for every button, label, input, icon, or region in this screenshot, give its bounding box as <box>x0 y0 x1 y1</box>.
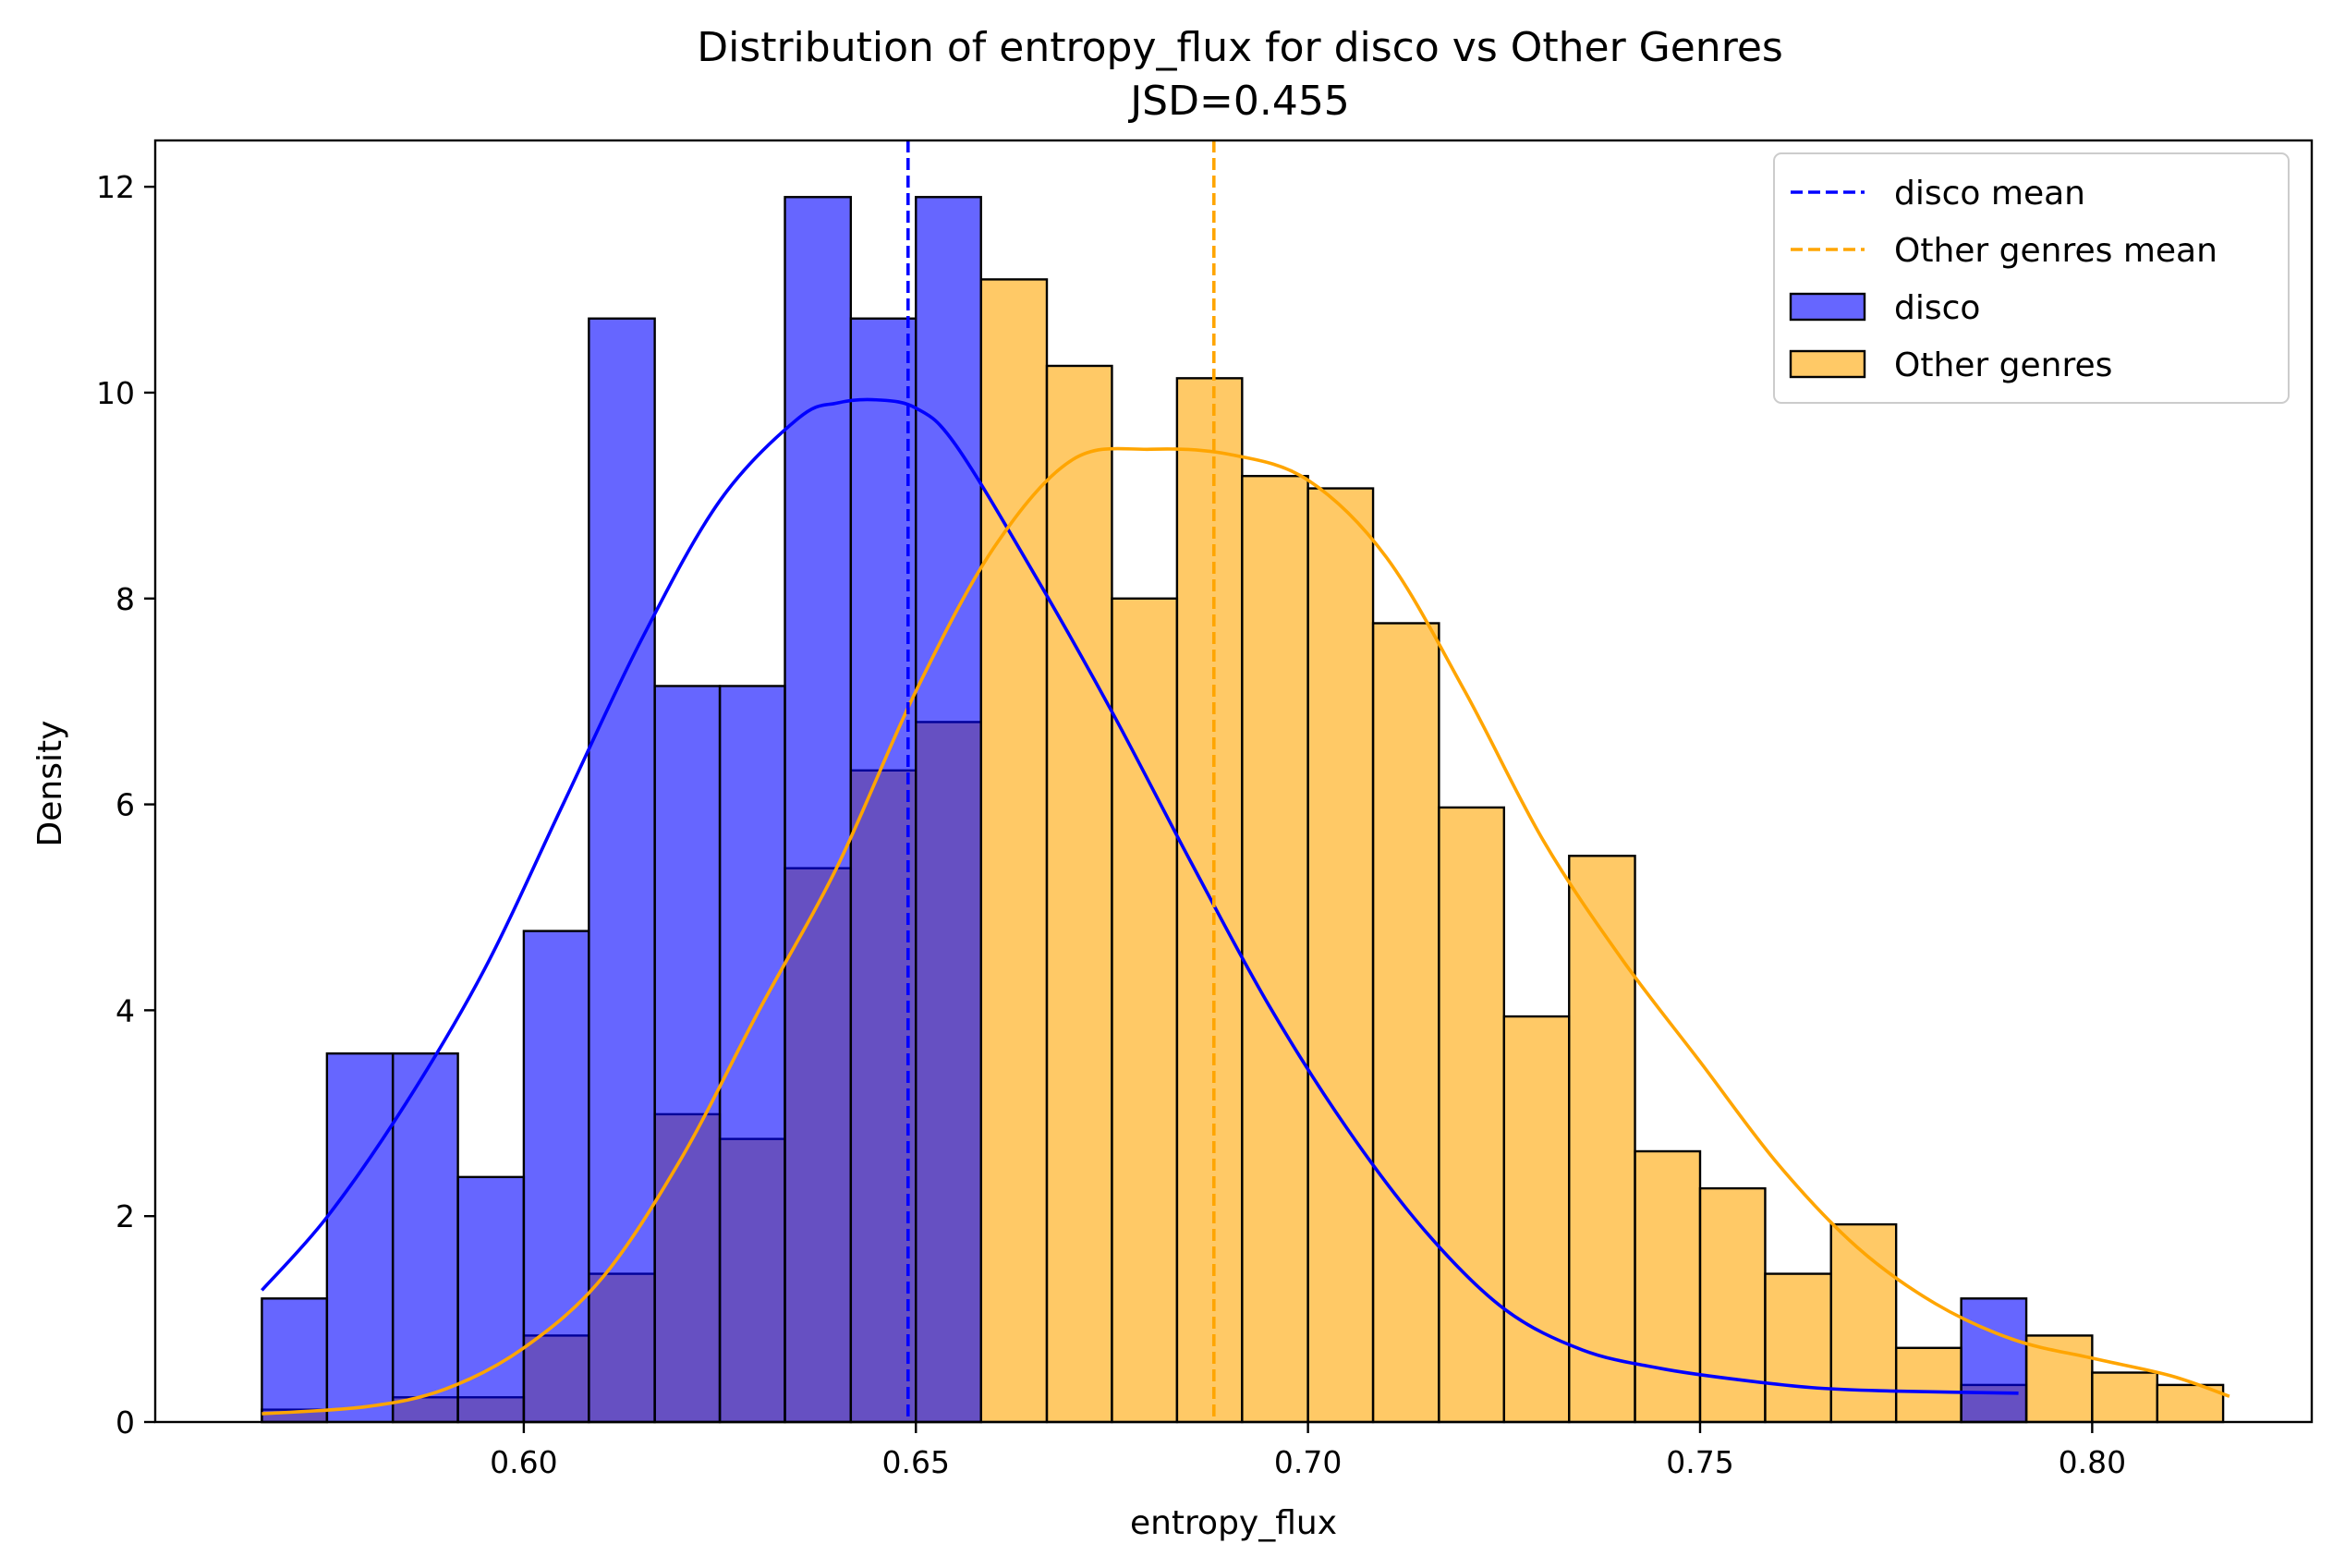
x-tick-label: 0.80 <box>2059 1444 2126 1480</box>
x-axis: 0.60 0.65 0.70 0.75 0.80 <box>490 1422 2126 1480</box>
kde-line-disco <box>261 397 2019 1395</box>
legend-swatch-disco <box>1789 292 1866 322</box>
x-tick-label: 0.75 <box>1666 1444 1733 1480</box>
bar-other-genres <box>1241 474 1309 1424</box>
plot-frame <box>153 139 2314 1424</box>
bar-other-genres <box>1634 1149 1702 1424</box>
bar-disco <box>588 317 656 1424</box>
bar-disco <box>325 1051 395 1424</box>
y-axis: 0 2 4 6 8 10 12 <box>96 169 155 1440</box>
bar-disco <box>718 685 786 1424</box>
disco-bars <box>261 196 2028 1424</box>
plot-area <box>261 140 2230 1424</box>
bar-other-genres <box>1698 1186 1767 1424</box>
bar-disco <box>261 1297 329 1424</box>
x-tick-label: 0.65 <box>882 1444 950 1480</box>
legend-label-disco-mean: disco mean <box>1894 175 2085 213</box>
y-tick-label: 6 <box>115 787 135 823</box>
chart-title: Distribution of entropy_flux for disco v… <box>697 24 1783 71</box>
chart-subtitle: JSD=0.455 <box>1127 78 1350 125</box>
bar-other-genres <box>2156 1383 2225 1424</box>
bar-disco <box>915 196 982 1424</box>
legend-label-other-genres-mean: Other genres mean <box>1894 232 2218 270</box>
y-tick-label: 0 <box>115 1404 135 1440</box>
bar-disco <box>391 1051 459 1424</box>
legend: disco mean Other genres mean disco Other ge… <box>1773 152 2290 404</box>
bar-other-genres <box>1568 855 1636 1424</box>
bar-other-genres <box>1502 1015 1571 1424</box>
y-tick-label: 4 <box>115 992 135 1028</box>
y-tick-label: 12 <box>96 169 135 205</box>
x-axis-label: entropy_flux <box>1130 1504 1337 1542</box>
bar-other-genres <box>2091 1371 2159 1424</box>
bar-other-genres <box>1306 487 1375 1424</box>
legend-swatch-other-genres <box>1789 349 1866 379</box>
bar-disco <box>1960 1297 2028 1424</box>
legend-box <box>1773 152 2290 404</box>
mean-lines <box>905 140 1216 1422</box>
bar-disco <box>653 685 722 1424</box>
bar-other-genres <box>1371 622 1440 1424</box>
bar-other-genres <box>1438 806 1506 1424</box>
bar-other-genres <box>979 278 1049 1424</box>
legend-label-other-genres: Other genres <box>1894 346 2112 384</box>
y-axis-label: Density <box>31 721 69 847</box>
bar-other-genres <box>2024 1334 2094 1424</box>
bar-other-genres <box>1111 597 1179 1424</box>
kde-curves <box>261 397 2230 1416</box>
y-tick-label: 8 <box>115 581 135 617</box>
legend-label-disco: disco <box>1894 289 1980 327</box>
x-tick-label: 0.60 <box>490 1444 557 1480</box>
bar-disco <box>456 1175 526 1424</box>
x-tick-label: 0.70 <box>1274 1444 1342 1480</box>
bar-disco <box>849 317 917 1424</box>
bar-other-genres <box>1894 1346 1962 1424</box>
bar-other-genres <box>1045 364 1113 1424</box>
bar-other-genres <box>1764 1272 1832 1424</box>
kde-line-other-genres <box>261 446 2230 1416</box>
y-tick-label: 2 <box>115 1198 135 1234</box>
bar-disco <box>522 930 590 1424</box>
bar-disco <box>784 196 853 1424</box>
y-tick-label: 10 <box>96 375 135 411</box>
